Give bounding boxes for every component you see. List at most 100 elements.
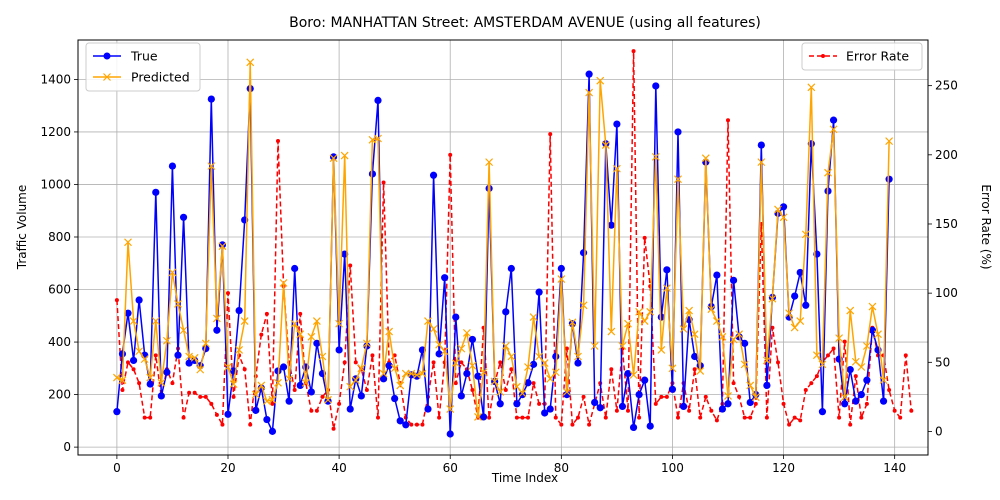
data-point bbox=[162, 336, 171, 345]
data-point bbox=[831, 346, 836, 351]
data-point bbox=[540, 359, 549, 367]
data-point bbox=[409, 422, 414, 427]
legend-left: True Predicted bbox=[85, 42, 201, 92]
data-point bbox=[751, 393, 760, 402]
data-point bbox=[342, 360, 347, 365]
data-point bbox=[718, 332, 727, 341]
y-axis-ticks: 0 200 400 600 800 1000 1200 1400 bbox=[40, 72, 78, 454]
y-tick-label: 1400 bbox=[40, 72, 71, 86]
data-point bbox=[335, 346, 343, 354]
data-point bbox=[251, 390, 260, 399]
data-point bbox=[909, 408, 914, 413]
data-point bbox=[863, 376, 871, 384]
data-point bbox=[207, 95, 215, 103]
data-point bbox=[179, 326, 188, 335]
data-point bbox=[546, 374, 555, 383]
data-point bbox=[637, 415, 642, 420]
data-point bbox=[274, 378, 282, 387]
data-point bbox=[641, 376, 649, 384]
data-point bbox=[503, 387, 508, 392]
data-point bbox=[474, 372, 482, 380]
data-point bbox=[587, 422, 592, 427]
data-point bbox=[879, 376, 888, 385]
data-point bbox=[779, 203, 788, 211]
data-point bbox=[120, 387, 125, 392]
data-point bbox=[635, 307, 644, 316]
data-point bbox=[135, 296, 143, 304]
data-point bbox=[748, 415, 753, 420]
data-point bbox=[690, 330, 699, 339]
data-point bbox=[887, 387, 892, 392]
data-point bbox=[713, 271, 721, 279]
chart-title: Boro: MANHATTAN Street: AMSTERDAM AVENUE… bbox=[289, 15, 761, 31]
data-point bbox=[501, 342, 510, 350]
data-point bbox=[518, 389, 527, 398]
data-point bbox=[853, 374, 858, 379]
data-point bbox=[420, 422, 425, 427]
data-point bbox=[590, 342, 599, 350]
data-point bbox=[218, 242, 227, 251]
data-point bbox=[596, 404, 604, 412]
data-point bbox=[507, 264, 515, 273]
data-point bbox=[390, 364, 399, 373]
data-point bbox=[674, 128, 682, 136]
data-point bbox=[414, 422, 419, 427]
data-point bbox=[529, 313, 538, 322]
data-point bbox=[629, 370, 638, 379]
data-point bbox=[226, 291, 230, 296]
x-tick-label: 40 bbox=[331, 461, 346, 475]
data-point bbox=[291, 264, 299, 273]
plot-frame bbox=[77, 39, 929, 456]
data-point bbox=[124, 238, 132, 247]
data-point bbox=[790, 323, 799, 332]
plot-area bbox=[112, 49, 914, 438]
data-point bbox=[731, 381, 736, 386]
data-point bbox=[718, 405, 727, 413]
data-point bbox=[296, 381, 304, 389]
data-point bbox=[148, 415, 153, 420]
y2-tick-label: 0 bbox=[935, 424, 943, 438]
data-point bbox=[368, 170, 377, 178]
data-point bbox=[757, 158, 766, 167]
legend-right-box bbox=[801, 42, 923, 71]
data-point bbox=[868, 302, 877, 311]
data-point bbox=[335, 319, 344, 328]
data-point bbox=[240, 317, 249, 325]
data-point bbox=[152, 188, 160, 196]
data-point bbox=[629, 423, 638, 432]
data-point bbox=[320, 394, 325, 399]
y2-tick-label: 150 bbox=[935, 217, 958, 231]
data-point bbox=[707, 305, 716, 314]
data-point bbox=[531, 381, 536, 386]
data-point bbox=[126, 360, 130, 365]
data-point bbox=[646, 422, 654, 430]
data-point bbox=[762, 356, 771, 365]
data-point bbox=[796, 268, 804, 277]
data-point bbox=[691, 352, 699, 361]
data-point bbox=[298, 311, 303, 316]
data-point bbox=[374, 96, 382, 105]
data-point bbox=[568, 318, 577, 327]
series-predicted bbox=[112, 58, 894, 421]
series-line-error-rate bbox=[116, 50, 913, 430]
data-point bbox=[357, 392, 365, 400]
data-point bbox=[868, 326, 877, 334]
data-point bbox=[235, 306, 243, 315]
data-point bbox=[829, 116, 838, 124]
data-point bbox=[353, 360, 358, 365]
data-point bbox=[668, 364, 677, 373]
legend-item-predicted: Predicted bbox=[93, 70, 190, 85]
data-point bbox=[581, 394, 586, 399]
data-point bbox=[192, 390, 197, 395]
data-point bbox=[776, 360, 780, 365]
legend-error-marker bbox=[821, 54, 825, 58]
data-point bbox=[687, 408, 692, 413]
data-point bbox=[596, 76, 605, 85]
data-point bbox=[579, 301, 588, 310]
data-point bbox=[601, 141, 610, 149]
data-point bbox=[474, 412, 482, 421]
data-point bbox=[559, 422, 564, 427]
y-tick-label: 400 bbox=[48, 335, 71, 349]
data-point bbox=[612, 164, 621, 173]
data-point bbox=[201, 339, 210, 348]
